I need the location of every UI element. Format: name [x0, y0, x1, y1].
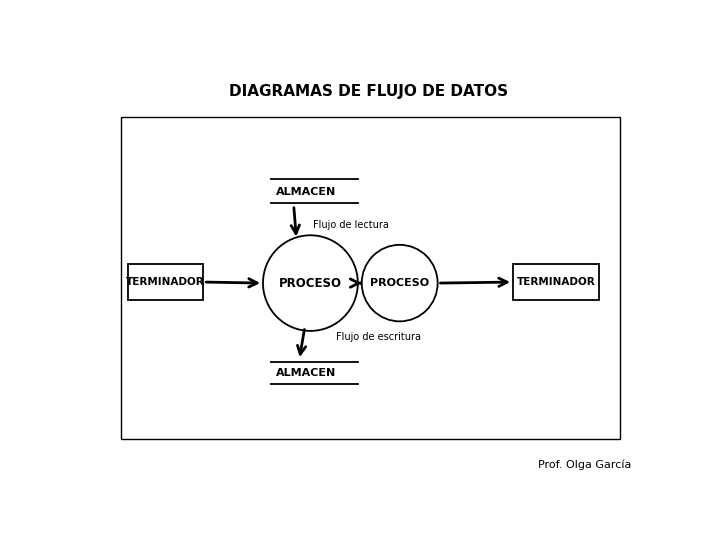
Text: ALMACEN: ALMACEN	[276, 187, 336, 197]
Text: Flujo de escritura: Flujo de escritura	[336, 332, 420, 342]
Bar	[513, 265, 600, 300]
Ellipse shape	[263, 235, 358, 331]
Bar	[121, 117, 620, 439]
Bar	[128, 265, 203, 300]
Text: PROCESO: PROCESO	[370, 278, 429, 288]
Ellipse shape	[361, 245, 438, 321]
Text: DIAGRAMAS DE FLUJO DE DATOS: DIAGRAMAS DE FLUJO DE DATOS	[230, 84, 508, 99]
Text: Flujo de lectura: Flujo de lectura	[313, 220, 389, 230]
Text: TERMINADOR: TERMINADOR	[126, 277, 205, 287]
Text: Prof. Olga García: Prof. Olga García	[538, 460, 631, 470]
Text: ALMACEN: ALMACEN	[276, 368, 336, 379]
Text: PROCESO: PROCESO	[279, 276, 342, 289]
Text: TERMINADOR: TERMINADOR	[517, 277, 595, 287]
